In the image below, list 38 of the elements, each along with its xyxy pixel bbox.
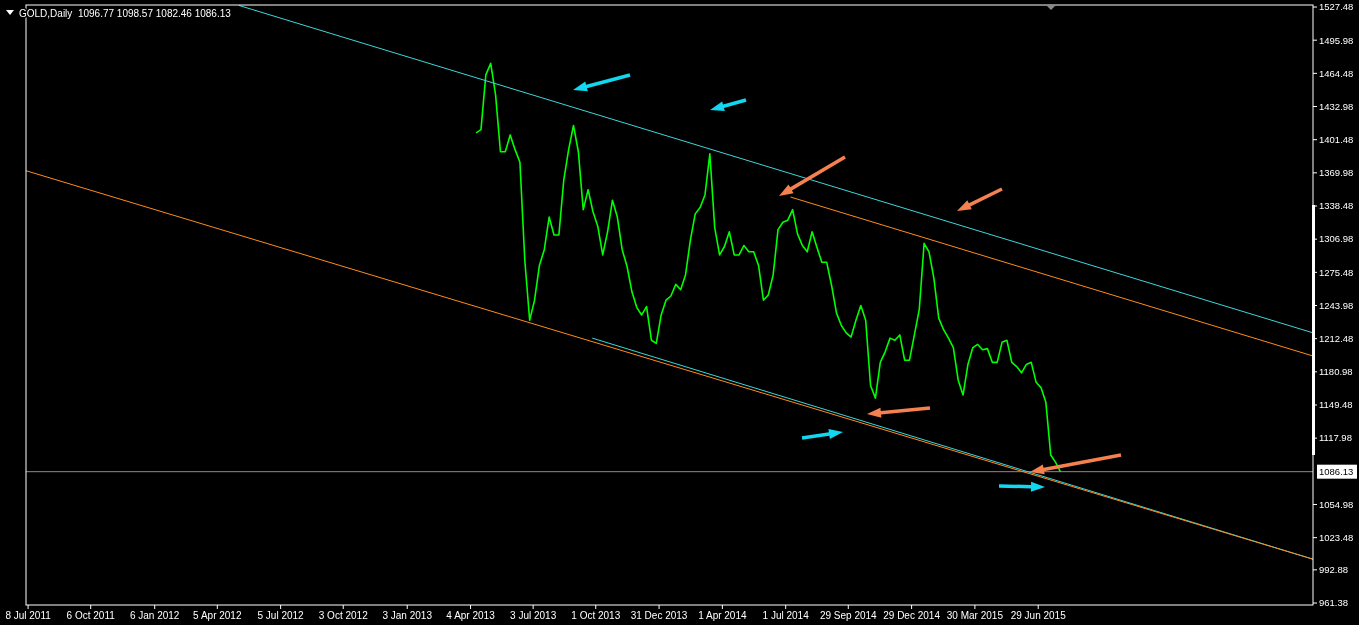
chart-title: GOLD,Daily 1096.77 1098.57 1082.46 1086.13	[19, 8, 232, 19]
x-tick-label: 1 Oct 2013	[571, 610, 621, 621]
x-tick-label: 30 Mar 2015	[946, 610, 1004, 621]
x-tick-label: 3 Jan 2013	[382, 610, 433, 621]
y-tick-label: 1432.98	[1319, 100, 1354, 112]
y-tick-label: 1275.48	[1319, 266, 1354, 278]
y-tick-label: 1401.48	[1319, 134, 1354, 145]
y-tick-label: 961.38	[1319, 597, 1349, 609]
x-tick-label: 29 Dec 2014	[883, 610, 941, 621]
y-tick-label: 1023.48	[1319, 531, 1354, 543]
x-tick-label: 1 Jul 2014	[762, 610, 810, 621]
y-tick-label: 1180.98	[1319, 366, 1353, 378]
x-tick-label: 3 Oct 2012	[318, 610, 369, 621]
x-tick-label: 5 Apr 2012	[193, 610, 242, 621]
y-tick-label: 1464.48	[1319, 67, 1354, 79]
x-tick-label: 3 Jul 2013	[510, 610, 557, 621]
y-tick-label: 1117.98	[1319, 432, 1352, 444]
x-tick-label: 31 Dec 2013	[630, 610, 688, 621]
y-tick-label: 1495.98	[1319, 34, 1354, 46]
y-tick-label: 1527.48	[1319, 1, 1354, 13]
x-tick-label: 5 Jul 2012	[257, 610, 305, 621]
y-tick-label: 1338.48	[1319, 200, 1354, 212]
x-tick-label: 29 Sep 2014	[819, 610, 878, 621]
y-tick-label: 1243.98	[1319, 299, 1354, 311]
x-tick-label: 1 Apr 2014	[698, 610, 747, 621]
x-tick-label: 6 Jan 2012	[129, 610, 180, 621]
x-tick-label: 29 Jun 2015	[1010, 610, 1067, 621]
y-tick-label: 1306.98	[1319, 233, 1354, 245]
y-tick-label: 1054.98	[1319, 498, 1354, 510]
y-tick-label: 1212.48	[1319, 332, 1354, 344]
y-tick-label: 1149.48	[1319, 399, 1353, 411]
y-tick-label: 992.88	[1319, 564, 1349, 576]
x-tick-label: 4 Apr 2013	[446, 610, 496, 621]
line-series	[475, 62, 1062, 473]
x-tick-label: 8 Jul 2011	[5, 610, 52, 621]
ref-line-label: 1086.13	[1319, 466, 1354, 478]
x-tick-label: 6 Oct 2011	[66, 610, 116, 621]
y-tick-label: 1369.98	[1319, 167, 1354, 179]
